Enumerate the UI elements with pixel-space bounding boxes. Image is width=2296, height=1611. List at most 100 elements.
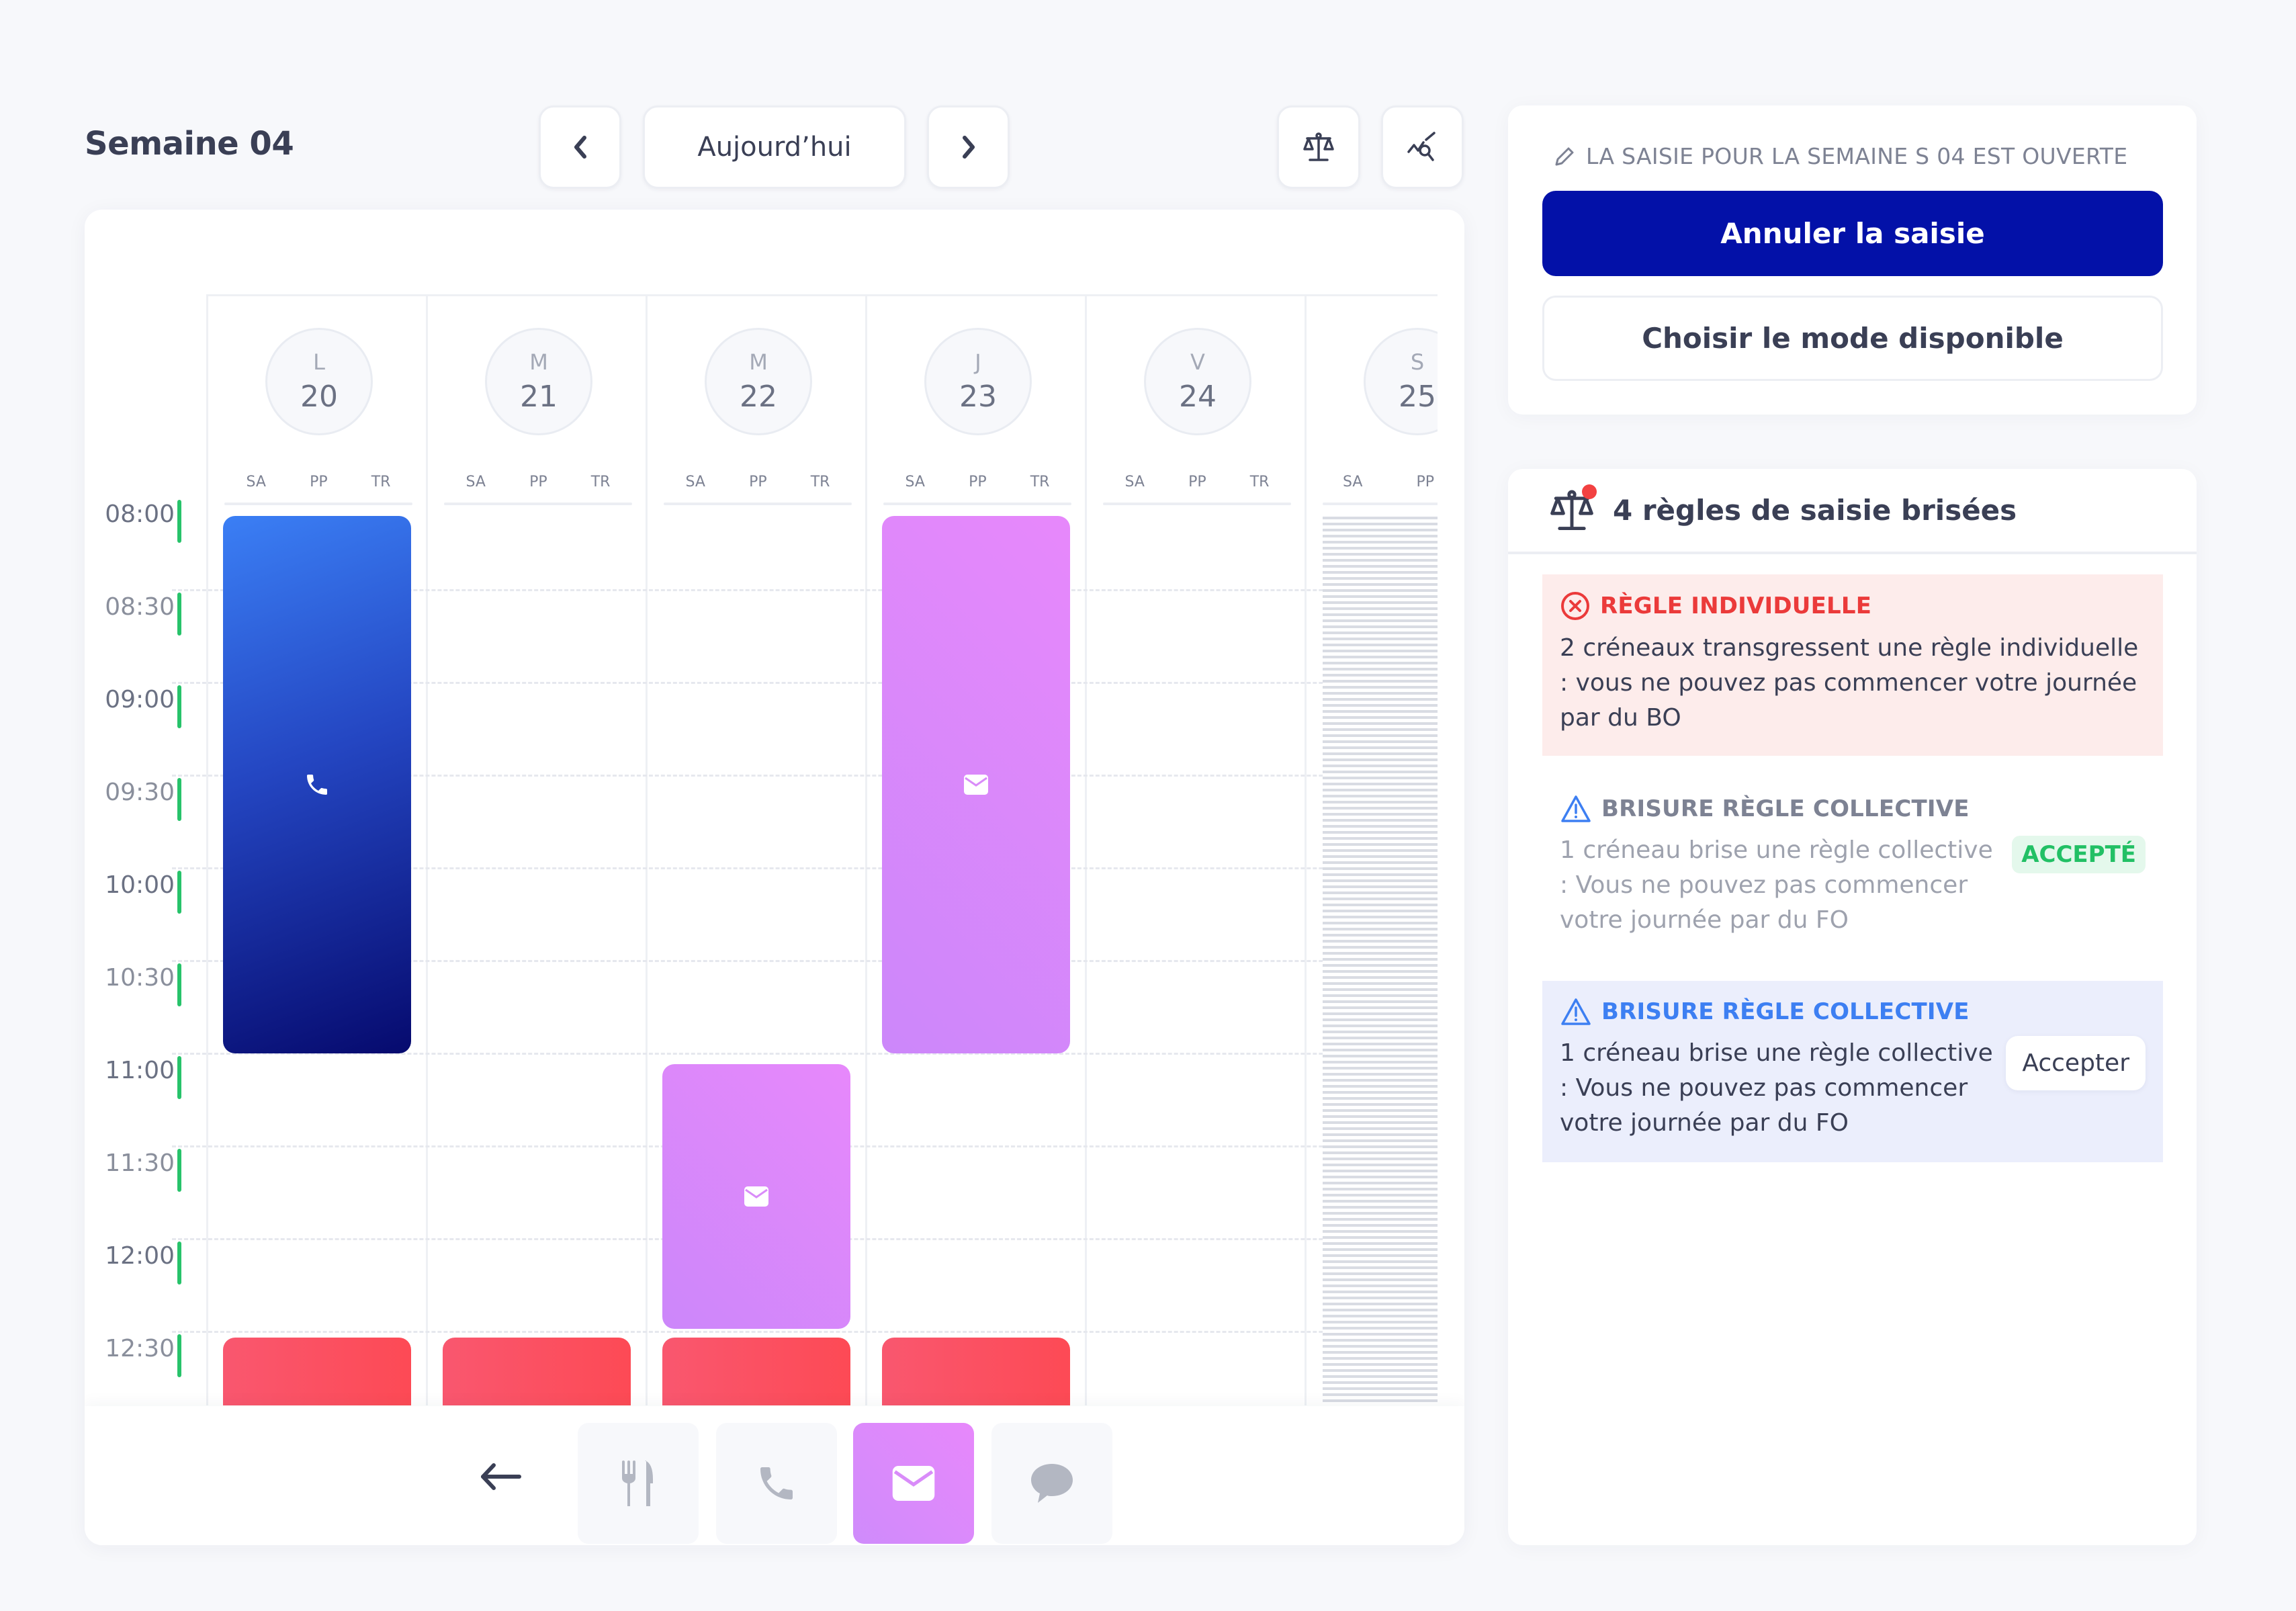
time-marker — [177, 1242, 181, 1285]
envelope-icon — [744, 1186, 768, 1207]
time-label: 09:00 — [105, 686, 175, 713]
unavailable-area — [1323, 513, 1438, 1405]
rule-card-collective-accepted: BRISURE RÈGLE COLLECTIVE 1 créneau brise… — [1542, 778, 2163, 959]
sub-column-label: PP — [529, 474, 547, 490]
slot-lunch[interactable] — [662, 1338, 850, 1405]
rules-header: 4 règles de saisie brisées — [1508, 469, 2197, 554]
day-header[interactable]: J 23 — [924, 328, 1032, 435]
rules-title: 4 règles de saisie brisées — [1613, 494, 2017, 527]
today-label: Aujourd’hui — [697, 132, 852, 163]
day-column[interactable]: M 22 SA PP TR — [646, 294, 865, 1405]
sub-column-label: SA — [905, 474, 925, 490]
grid-line — [172, 867, 1462, 869]
warning-triangle-icon — [1561, 998, 1591, 1025]
day-header[interactable]: M 22 — [705, 328, 812, 435]
time-marker — [177, 963, 181, 1006]
mode-chat-button[interactable] — [991, 1423, 1112, 1544]
time-marker — [177, 1056, 181, 1099]
balance-scale-icon — [1303, 132, 1334, 161]
scroll-edge — [1438, 210, 1464, 1405]
divider — [1103, 503, 1291, 505]
time-label: 08:00 — [105, 500, 175, 528]
mode-lunch-button[interactable] — [578, 1423, 699, 1544]
envelope-icon — [892, 1465, 935, 1501]
time-label: 08:30 — [105, 593, 175, 621]
today-button[interactable]: Aujourd’hui — [643, 105, 906, 189]
day-number: 20 — [300, 380, 338, 414]
rule-card-individual: RÈGLE INDIVIDUELLE 2 créneaux transgress… — [1542, 574, 2163, 756]
day-letter: S — [1410, 349, 1425, 375]
sub-column-label: PP — [1188, 474, 1206, 490]
slot-lunch[interactable] — [443, 1338, 631, 1405]
cancel-entry-button[interactable]: Annuler la saisie — [1542, 191, 2163, 276]
day-number: 21 — [520, 380, 558, 414]
time-label: 11:30 — [105, 1149, 175, 1177]
next-week-button[interactable] — [927, 105, 1010, 189]
rule-heading-text: BRISURE RÈGLE COLLECTIVE — [1601, 795, 1970, 822]
divider — [883, 503, 1071, 505]
time-marker — [177, 871, 181, 914]
sub-column-label: SA — [685, 474, 705, 490]
slot-lunch[interactable] — [223, 1338, 411, 1405]
pencil-icon — [1555, 147, 1574, 165]
rule-heading: BRISURE RÈGLE COLLECTIVE — [1560, 997, 2146, 1027]
sub-column-label: TR — [1249, 474, 1270, 490]
day-header[interactable]: M 21 — [485, 328, 592, 435]
day-column[interactable]: V 24 SA PP TR — [1085, 294, 1305, 1405]
sub-column-label: SA — [1343, 474, 1363, 490]
day-sub-columns: SA PP TR — [1103, 474, 1291, 490]
divider — [664, 503, 852, 505]
stats-button[interactable] — [1381, 105, 1464, 189]
rule-body: 2 créneaux transgressent une règle indiv… — [1560, 634, 2139, 732]
mode-mail-button[interactable] — [853, 1423, 974, 1544]
slot-phone[interactable] — [223, 516, 411, 1053]
divider — [1323, 503, 1444, 505]
day-letter: L — [313, 349, 325, 375]
day-column[interactable]: J 23 SA PP TR — [865, 294, 1085, 1405]
back-button[interactable] — [461, 1440, 541, 1514]
rule-body: 1 créneau brise une règle collective : V… — [1560, 1039, 1993, 1137]
day-sub-columns: SA PP — [1323, 474, 1444, 490]
mode-phone-button[interactable] — [716, 1423, 837, 1544]
day-sub-columns: SA PP TR — [883, 474, 1071, 490]
sub-column-label: TR — [1030, 474, 1050, 490]
divider — [224, 503, 412, 505]
day-header[interactable]: V 24 — [1144, 328, 1251, 435]
grid-line — [172, 589, 1462, 591]
slot-mail[interactable] — [882, 516, 1070, 1053]
time-label: 12:00 — [105, 1242, 175, 1270]
day-number: 23 — [959, 380, 997, 414]
day-sub-columns: SA PP TR — [224, 474, 412, 490]
fork-knife-icon — [622, 1461, 653, 1506]
day-sub-columns: SA PP TR — [444, 474, 632, 490]
grid-line — [172, 1331, 1462, 1333]
grid-line — [172, 682, 1462, 684]
rules-button[interactable] — [1277, 105, 1360, 189]
sub-column-label: TR — [590, 474, 611, 490]
time-marker — [177, 685, 181, 728]
balance-scale-icon — [1550, 490, 1593, 530]
slot-mail[interactable] — [662, 1064, 850, 1329]
slot-lunch[interactable] — [882, 1338, 1070, 1405]
sub-column-label: TR — [371, 474, 391, 490]
day-sub-columns: SA PP TR — [664, 474, 852, 490]
choose-mode-button[interactable]: Choisir le mode disponible — [1542, 296, 2163, 381]
day-letter: M — [529, 349, 548, 375]
mode-toolbar — [85, 1406, 1464, 1545]
day-header[interactable]: L 20 — [265, 328, 373, 435]
grid-line — [172, 775, 1462, 777]
day-column[interactable]: M 21 SA PP TR — [426, 294, 646, 1405]
rule-heading: RÈGLE INDIVIDUELLE — [1560, 591, 2146, 621]
day-column[interactable]: L 20 SA PP TR — [206, 294, 426, 1405]
entry-status-panel: LA SAISIE POUR LA SEMAINE S 04 EST OUVER… — [1508, 105, 2197, 415]
rules-icon-wrap — [1548, 484, 1597, 534]
previous-week-button[interactable] — [539, 105, 621, 189]
notification-dot — [1582, 484, 1597, 499]
time-label: 10:30 — [105, 964, 175, 992]
phone-icon — [760, 1467, 793, 1499]
entry-status: LA SAISIE POUR LA SEMAINE S 04 EST OUVER… — [1552, 143, 2127, 169]
accept-rule-button[interactable]: Accepter — [2006, 1036, 2146, 1090]
rule-heading-text: BRISURE RÈGLE COLLECTIVE — [1601, 998, 1970, 1025]
sub-column-label: SA — [1124, 474, 1145, 490]
chart-search-icon — [1407, 132, 1436, 161]
